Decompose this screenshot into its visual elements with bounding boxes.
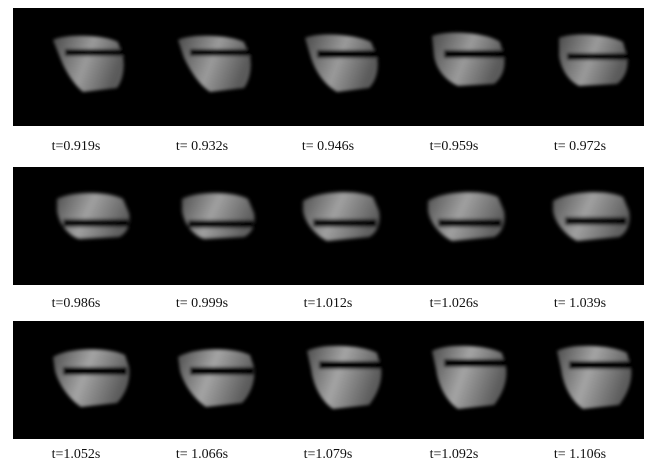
frame-1-4: [432, 32, 506, 86]
frame-3-5: [557, 345, 632, 409]
frame-images-row-1: [53, 32, 629, 92]
frame-2-2: [182, 193, 255, 239]
frame-caption: t= 0.972s: [553, 139, 607, 154]
caption-row-2: t=0.986s t= 0.999s t=1.012s t=1.026s t= …: [13, 293, 644, 315]
frame-caption: t= 1.039s: [553, 296, 607, 311]
frame-caption: t=1.092s: [429, 447, 479, 462]
frame-caption: t=0.959s: [429, 139, 479, 154]
frame-2-1: [57, 193, 130, 239]
frame-caption: t= 0.932s: [175, 139, 229, 154]
frame-strip-row-2: [13, 167, 644, 285]
frame-caption: t=1.026s: [429, 296, 479, 311]
frame-caption: t=0.986s: [51, 296, 101, 311]
frame-caption: t= 1.066s: [175, 447, 229, 462]
frame-caption: t= 1.106s: [553, 447, 607, 462]
frame-1-5: [559, 34, 629, 86]
frame-3-2: [178, 349, 255, 407]
frame-3-3: [307, 345, 382, 409]
caption-row-3: t=1.052s t= 1.066s t=1.079s t=1.092s t= …: [13, 444, 644, 466]
frame-3-1: [53, 349, 130, 407]
frame-images-row-3: [53, 345, 632, 409]
frame-caption: t= 0.946s: [301, 139, 355, 154]
frame-caption: t=1.079s: [303, 447, 353, 462]
frame-caption: t=1.012s: [303, 296, 353, 311]
frame-1-3: [305, 34, 379, 92]
frame-2-3: [303, 192, 380, 241]
frame-images-row-2: [57, 192, 630, 241]
frame-caption: t=0.919s: [51, 139, 101, 154]
frame-2-5: [553, 192, 630, 241]
frame-strip-row-1: [13, 8, 644, 126]
frame-2-4: [428, 192, 505, 241]
caption-row-1: t=0.919s t= 0.932s t= 0.946s t=0.959s t=…: [13, 136, 644, 158]
frame-1-2: [178, 35, 252, 92]
frame-strip-row-3: [13, 321, 644, 439]
frame-caption: t= 0.999s: [175, 296, 229, 311]
frame-caption: t=1.052s: [51, 447, 101, 462]
frame-1-1: [53, 35, 125, 92]
frame-3-4: [432, 345, 507, 409]
